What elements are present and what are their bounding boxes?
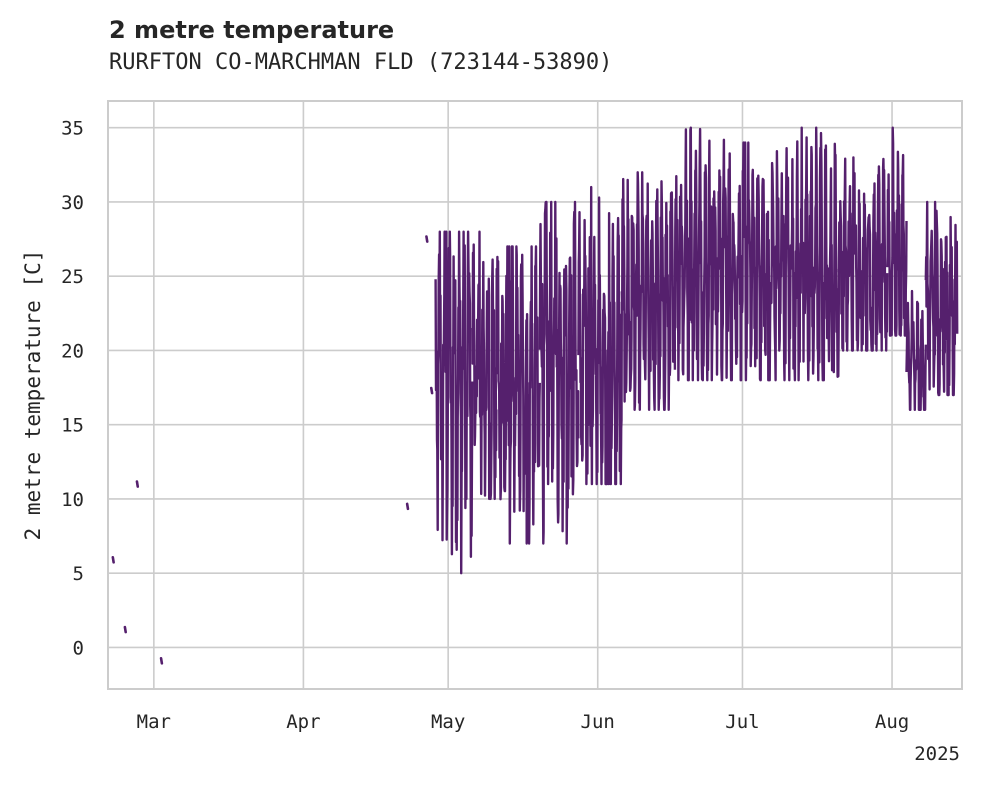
temperature-series (111, 126, 959, 665)
y-tick-label: 0 (73, 637, 84, 659)
series-segment (837, 156, 889, 352)
series-segment (726, 141, 788, 382)
y-axis-label: 2 metre temperature [C] (21, 250, 45, 541)
y-tick-label: 15 (61, 415, 84, 437)
y-tick-label: 5 (73, 563, 84, 585)
y-tick-label: 30 (61, 192, 84, 214)
y-tick-label: 35 (61, 118, 84, 140)
data-point (135, 480, 140, 488)
data-point (405, 502, 410, 511)
data-point (429, 386, 434, 395)
x-axis-ticks: Mar Apr May Jun Jul Aug (137, 711, 910, 733)
y-tick-label: 20 (61, 340, 84, 362)
data-point (425, 235, 429, 243)
chart-title: 2 metre temperature (109, 16, 395, 44)
series-segment (495, 245, 541, 545)
x-tick-label: Aug (875, 711, 909, 733)
series-segment (471, 230, 498, 501)
series-segment (673, 126, 730, 382)
chart-subtitle: RURFTON CO-MARCHMAN FLD (723144-53890) (109, 50, 613, 75)
data-point (111, 556, 115, 564)
series-segment (620, 171, 677, 411)
y-tick-label: 25 (61, 266, 84, 288)
x-tick-label: May (431, 711, 465, 733)
series-segment (784, 126, 841, 382)
x-tick-label: Jul (725, 711, 759, 733)
series-segment (577, 185, 623, 486)
data-point (123, 625, 127, 634)
series-segment (924, 200, 959, 397)
y-axis-ticks: 0 5 10 15 20 25 30 35 (61, 118, 84, 660)
x-tick-label: Apr (286, 711, 320, 733)
x-tick-label: Jun (581, 711, 615, 733)
series-segment (434, 230, 474, 575)
x-axis-year-label: 2025 (914, 743, 960, 765)
series-segment (886, 126, 908, 337)
plot-frame (107, 100, 963, 690)
series-segment (538, 200, 580, 545)
x-tick-label: Mar (137, 711, 171, 733)
series-segment (905, 289, 927, 411)
data-point (159, 656, 164, 665)
y-tick-label: 10 (61, 489, 84, 511)
